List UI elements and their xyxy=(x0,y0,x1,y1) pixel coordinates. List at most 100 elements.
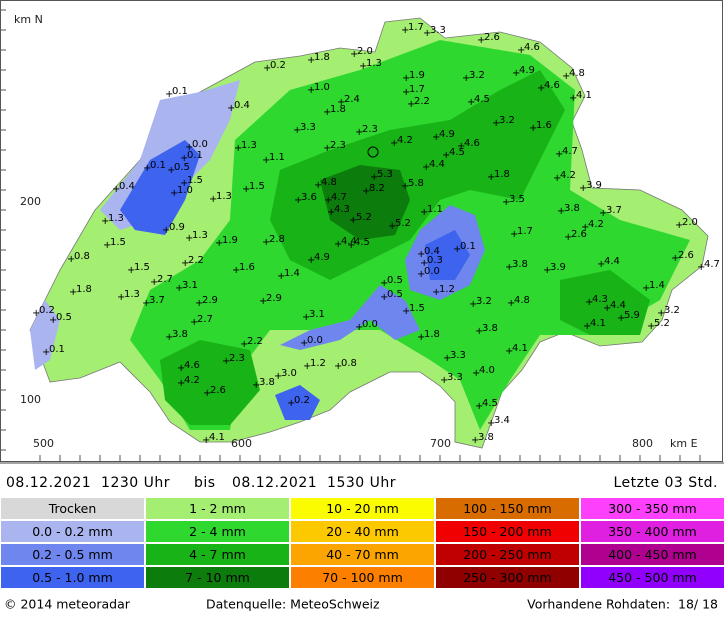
station-value: 0.8 xyxy=(74,251,90,262)
station-value: 4.2 xyxy=(588,219,604,230)
station-value: 3.2 xyxy=(476,296,492,307)
station-value: 4.2 xyxy=(397,135,413,146)
legend-label: 0.2 - 0.5 mm xyxy=(32,547,113,562)
station-value: 1.5 xyxy=(110,237,126,248)
legend-label: 0.5 - 1.0 mm xyxy=(32,570,113,585)
station-value: 3.3 xyxy=(450,350,466,361)
station-value: 0.0 xyxy=(307,335,323,346)
station-value: 1.0 xyxy=(314,82,330,93)
station-value: 2.8 xyxy=(269,234,285,245)
station-value: 4.6 xyxy=(544,80,560,91)
station-value: 1.3 xyxy=(241,140,257,151)
station-value: 3.8 xyxy=(564,203,580,214)
station-value: 0.2 xyxy=(270,60,286,71)
station-value: 4.8 xyxy=(514,295,530,306)
station-value: 3.1 xyxy=(309,309,325,320)
legend: Trocken 0.0 - 0.2 mm 0.2 - 0.5 mm 0.5 - 1.0… xyxy=(1,498,724,589)
station-value: 1.8 xyxy=(314,52,330,63)
station-value: 4.4 xyxy=(604,256,620,267)
station-value: 1.3 xyxy=(108,213,124,224)
station-value: 1.8 xyxy=(330,104,346,115)
station-value: 0.1 xyxy=(172,86,188,97)
station-value: 3.2 xyxy=(664,305,680,316)
station-value: 3.3 xyxy=(300,122,316,133)
station-value: 0.1 xyxy=(460,241,476,252)
station-value: 4.6 xyxy=(184,360,200,371)
legend-label: 350 - 400 mm xyxy=(608,524,697,539)
station-value: 2.9 xyxy=(266,293,282,304)
station-value: 2.7 xyxy=(197,314,213,325)
legend-label: 150 - 200 mm xyxy=(463,524,552,539)
station-value: 1.7 xyxy=(408,22,424,33)
station-value: 5.2 xyxy=(356,212,372,223)
station-value: 1.3 xyxy=(366,58,382,69)
station-value: 1.1 xyxy=(427,204,443,215)
station-value: 4.1 xyxy=(576,90,592,101)
station-value: 5.2 xyxy=(395,218,411,229)
station-value: 3.8 xyxy=(482,323,498,334)
station-value: 0.1 xyxy=(187,150,203,161)
station-value: 4.3 xyxy=(334,204,350,215)
station-value: 4.5 xyxy=(482,398,498,409)
station-value: 0.2 xyxy=(294,395,310,406)
x-label: 800 xyxy=(632,437,653,450)
station-value: 1.7 xyxy=(517,226,533,237)
station-value: 2.2 xyxy=(414,96,430,107)
station-value: 0.8 xyxy=(341,358,357,369)
station-value: 4.4 xyxy=(429,159,445,170)
station-value: 4.5 xyxy=(474,94,490,105)
station-value: 0.4 xyxy=(119,181,135,192)
station-value: 2.6 xyxy=(210,385,226,396)
legend-label: 70 - 100 mm xyxy=(322,570,403,585)
station-value: 4.7 xyxy=(562,146,578,157)
station-value: 3.5 xyxy=(509,194,525,205)
station-value: 1.0 xyxy=(177,185,193,196)
east-label: km E xyxy=(670,437,698,450)
station-value: 2.6 xyxy=(571,229,587,240)
legend-label: 250 - 300 mm xyxy=(463,570,552,585)
station-value: 2.6 xyxy=(484,32,500,43)
legend-label: 300 - 350 mm xyxy=(608,501,697,516)
station-value: 2.4 xyxy=(344,94,360,105)
station-value: 3.2 xyxy=(499,115,515,126)
station-value: 2.3 xyxy=(362,124,378,135)
station-value: 5.9 xyxy=(624,310,640,321)
station-value: 3.8 xyxy=(172,329,188,340)
legend-label: 0.0 - 0.2 mm xyxy=(32,524,113,539)
period-window: Letzte 03 Std. xyxy=(613,475,718,491)
legend-label: 400 - 450 mm xyxy=(608,547,697,562)
legend-label: 4 - 7 mm xyxy=(189,547,246,562)
legend-label: 450 - 500 mm xyxy=(608,570,697,585)
station-value: 3.8 xyxy=(259,377,275,388)
station-value: 2.7 xyxy=(157,274,173,285)
station-value: 1.2 xyxy=(439,284,455,295)
period-from: 08.12.2021 1230 Uhr xyxy=(6,475,170,491)
station-value: 3.7 xyxy=(606,205,622,216)
station-value: 5.8 xyxy=(408,178,424,189)
legend-label: 40 - 70 mm xyxy=(326,547,399,562)
station-value: 1.9 xyxy=(409,70,425,81)
station-value: 1.5 xyxy=(249,181,265,192)
station-value: 1.3 xyxy=(192,230,208,241)
station-value: 4.6 xyxy=(524,42,540,53)
legend-label: 20 - 40 mm xyxy=(326,524,399,539)
copyright: © 2014 meteoradar xyxy=(4,597,131,612)
station-value: 4.1 xyxy=(590,318,606,329)
station-value: 2.2 xyxy=(247,336,263,347)
station-value: 1.3 xyxy=(216,191,232,202)
station-value: 2.0 xyxy=(682,217,698,228)
y-label: 200 xyxy=(20,195,41,208)
station-value: 4.9 xyxy=(314,252,330,263)
station-value: 0.0 xyxy=(362,319,378,330)
station-value: 0.5 xyxy=(174,162,190,173)
station-value: 3.4 xyxy=(494,415,510,426)
station-value: 0.4 xyxy=(234,100,250,111)
station-value: 4.0 xyxy=(479,365,495,376)
station-value: 2.9 xyxy=(202,295,218,306)
station-value: 4.5 xyxy=(354,237,370,248)
station-value: 2.3 xyxy=(330,140,346,151)
station-value: 1.6 xyxy=(536,120,552,131)
legend-label: Trocken xyxy=(48,501,97,516)
station-value: 4.8 xyxy=(569,68,585,79)
